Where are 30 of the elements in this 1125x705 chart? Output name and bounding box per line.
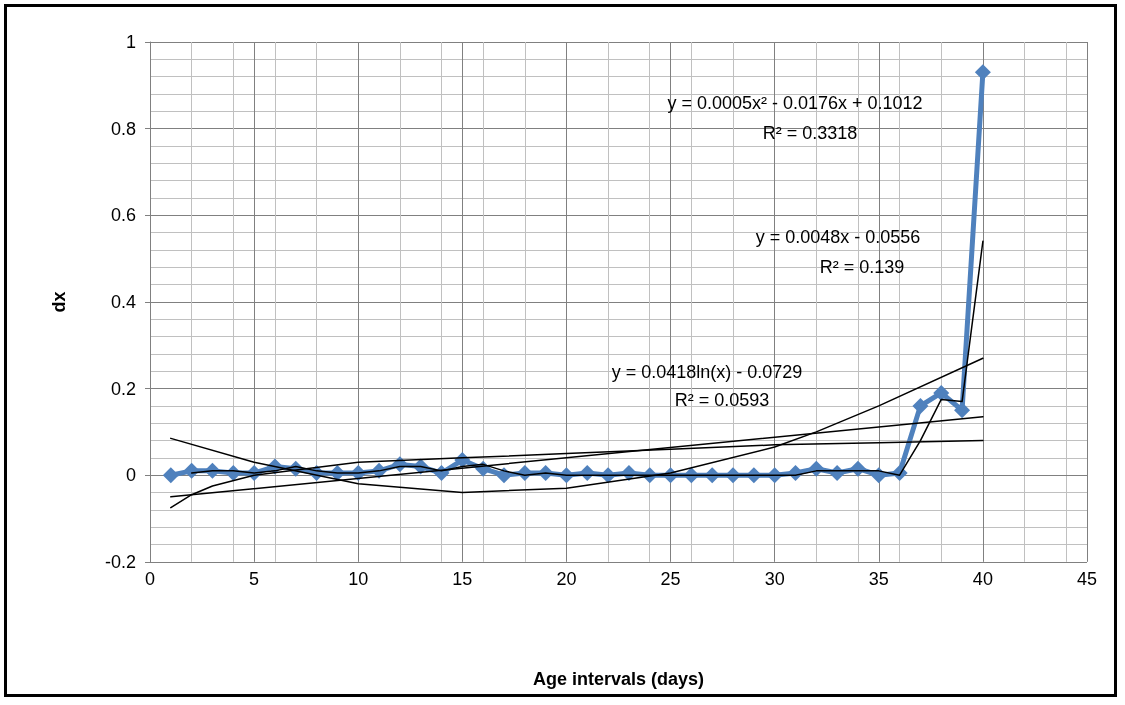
x-tick-label: 40 [972, 568, 993, 589]
annotation: R² = 0.3318 [762, 123, 858, 143]
y-tick-label: 0.8 [110, 118, 136, 139]
y-tick-label: 0.6 [110, 205, 136, 226]
point [183, 462, 200, 479]
annotation: y = 0.0048x - 0.0556 [755, 227, 921, 247]
x-tick-label: 15 [452, 568, 473, 589]
point [162, 467, 179, 484]
annotation: R² = 0.139 [819, 257, 905, 277]
y-tick-label: 0 [125, 465, 136, 486]
x-axis-title: Age intervals (days) [532, 669, 705, 689]
annotation: y = 0.0418ln(x) - 0.0729 [611, 362, 803, 382]
point [912, 397, 929, 414]
annotation: y = 0.0005x² - 0.0176x + 0.1012 [667, 93, 923, 113]
x-tick-label: 30 [764, 568, 785, 589]
x-tick-label: 35 [868, 568, 889, 589]
x-tick-label: 45 [1076, 568, 1098, 589]
y-tick-label: -0.2 [104, 551, 136, 572]
point [954, 402, 971, 419]
x-tick-label: 20 [556, 568, 577, 589]
x-tick-label: 25 [660, 568, 681, 589]
y-tick-label: 0.2 [110, 378, 136, 399]
x-tick-label: 0 [144, 568, 156, 589]
x-tick-label: 10 [348, 568, 369, 589]
y-axis-title: dx [49, 291, 69, 313]
x-tick-label: 5 [249, 568, 260, 589]
y-tick-label: 1 [125, 32, 136, 52]
annotation: R² = 0.0593 [674, 390, 770, 410]
y-tick-label: 0.4 [110, 291, 136, 312]
point [933, 384, 950, 401]
